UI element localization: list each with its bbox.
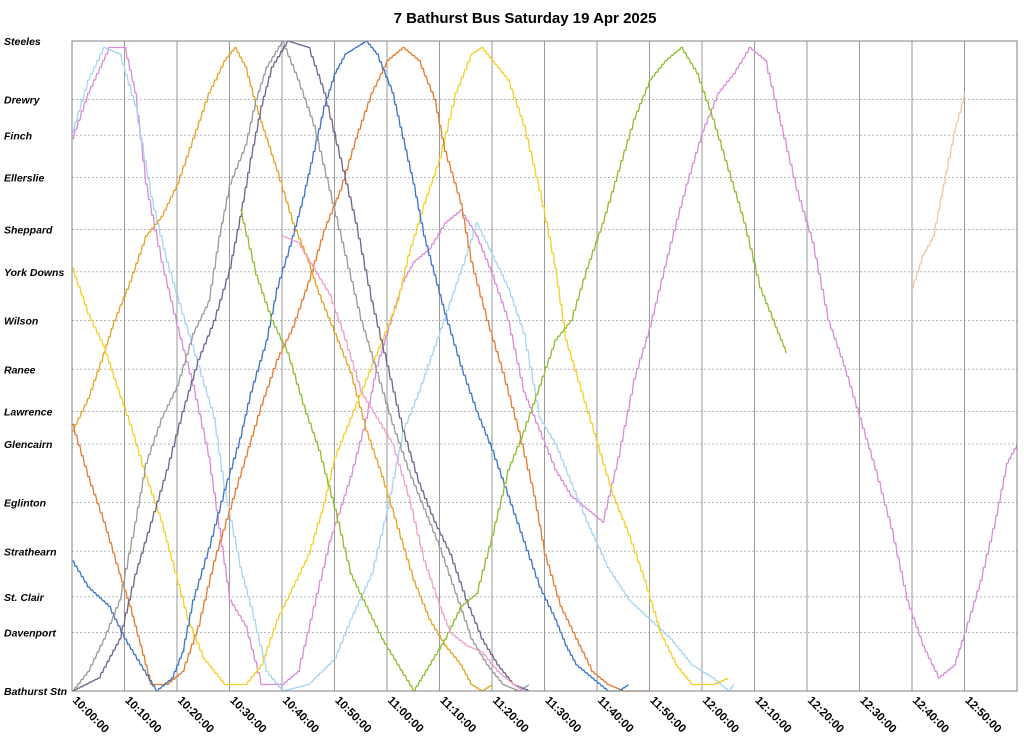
time-tick-label: 12:40:00 xyxy=(910,695,951,736)
time-tick-label: 10:20:00 xyxy=(175,695,216,736)
time-tick-label: 11:20:00 xyxy=(490,695,531,736)
stop-label: Drewry xyxy=(4,95,41,107)
time-tick-label: 12:00:00 xyxy=(700,695,741,736)
stop-label: Davenport xyxy=(4,628,56,640)
plot-frame xyxy=(71,40,1018,692)
trip-line xyxy=(72,46,493,692)
trip-line xyxy=(72,40,530,692)
time-tick-label: 12:30:00 xyxy=(857,695,898,736)
stop-label: Glencairn xyxy=(4,439,52,451)
stop-label: Eglinton xyxy=(4,498,46,510)
time-tick-label: 10:00:00 xyxy=(70,695,111,736)
stop-label: Lawrence xyxy=(4,407,53,419)
time-tick-label: 12:20:00 xyxy=(805,695,846,736)
time-tick-label: 10:10:00 xyxy=(122,695,163,736)
time-tick-label: 10:40:00 xyxy=(280,695,321,736)
trip-line xyxy=(72,46,735,692)
stop-label: Ellerslie xyxy=(4,173,44,185)
stop-label: Strathearn xyxy=(4,546,57,558)
time-tick-label: 11:50:00 xyxy=(647,695,688,736)
trip-line xyxy=(912,92,966,289)
stop-label: Wilson xyxy=(4,316,38,328)
time-tick-label: 10:30:00 xyxy=(227,695,268,736)
stop-label: Finch xyxy=(4,130,32,142)
stop-label: St. Clair xyxy=(4,592,45,604)
stop-label: York Downs xyxy=(4,267,64,279)
chart-title: 7 Bathurst Bus Saturday 19 Apr 2025 xyxy=(394,10,657,27)
time-tick-label: 12:10:00 xyxy=(752,695,793,736)
time-tick-label: 11:30:00 xyxy=(542,695,583,736)
trip-line xyxy=(72,40,530,692)
stop-label: Ranee xyxy=(4,364,36,376)
plot-grid xyxy=(71,40,1017,692)
trip-lines xyxy=(72,40,1018,692)
stop-label: Sheppard xyxy=(4,225,53,237)
stop-label: Steeles xyxy=(4,36,41,48)
trip-line xyxy=(240,46,787,692)
trip-line xyxy=(72,40,630,692)
time-tick-label: 12:50:00 xyxy=(962,695,1003,736)
trip-line xyxy=(282,235,525,692)
stop-labels: Steeles Drewry Finch Ellerslie Sheppard York … xyxy=(4,36,67,698)
time-tick-label: 11:40:00 xyxy=(595,695,636,736)
time-tick-label: 11:00:00 xyxy=(385,695,426,736)
stop-label: Bathurst Stn xyxy=(4,686,67,698)
trip-line xyxy=(72,46,729,686)
time-tick-label: 11:10:00 xyxy=(437,695,478,736)
trip-line xyxy=(72,46,1018,686)
time-labels: 10:00:00 10:10:00 10:20:00 10:30:00 10:40:00… xyxy=(70,695,1004,736)
time-tick-label: 10:50:00 xyxy=(332,695,373,736)
